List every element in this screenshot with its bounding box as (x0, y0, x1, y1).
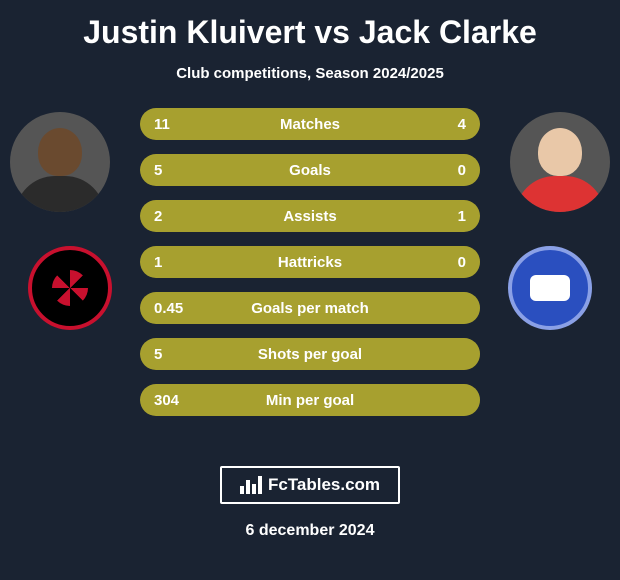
club-left-crest (28, 246, 112, 330)
stat-label: Assists (140, 208, 480, 225)
stat-row: 10Hattricks (140, 246, 480, 278)
stat-row: 114Matches (140, 108, 480, 140)
stat-label: Min per goal (140, 392, 480, 409)
logo-text: FcTables.com (268, 475, 380, 495)
subtitle: Club competitions, Season 2024/2025 (176, 65, 444, 82)
site-logo: FcTables.com (220, 466, 400, 504)
stat-row: 50Goals (140, 154, 480, 186)
stat-label: Matches (140, 116, 480, 133)
stat-label: Shots per goal (140, 346, 480, 363)
player-left-avatar (10, 112, 110, 212)
stat-row: 0.45Goals per match (140, 292, 480, 324)
stat-label: Goals per match (140, 300, 480, 317)
footer: FcTables.com 6 december 2024 (0, 466, 620, 540)
stat-bars: 114Matches 50Goals 21Assists 10Hattricks 0.4… (140, 108, 480, 430)
chart-icon (240, 476, 262, 494)
stat-row: 304Min per goal (140, 384, 480, 416)
stat-label: Goals (140, 162, 480, 179)
stat-label: Hattricks (140, 254, 480, 271)
club-right-crest (508, 246, 592, 330)
date-label: 6 december 2024 (246, 522, 375, 540)
stat-row: 21Assists (140, 200, 480, 232)
player-right-avatar (510, 112, 610, 212)
stat-row: 5Shots per goal (140, 338, 480, 370)
page-title: Justin Kluivert vs Jack Clarke (83, 14, 537, 51)
